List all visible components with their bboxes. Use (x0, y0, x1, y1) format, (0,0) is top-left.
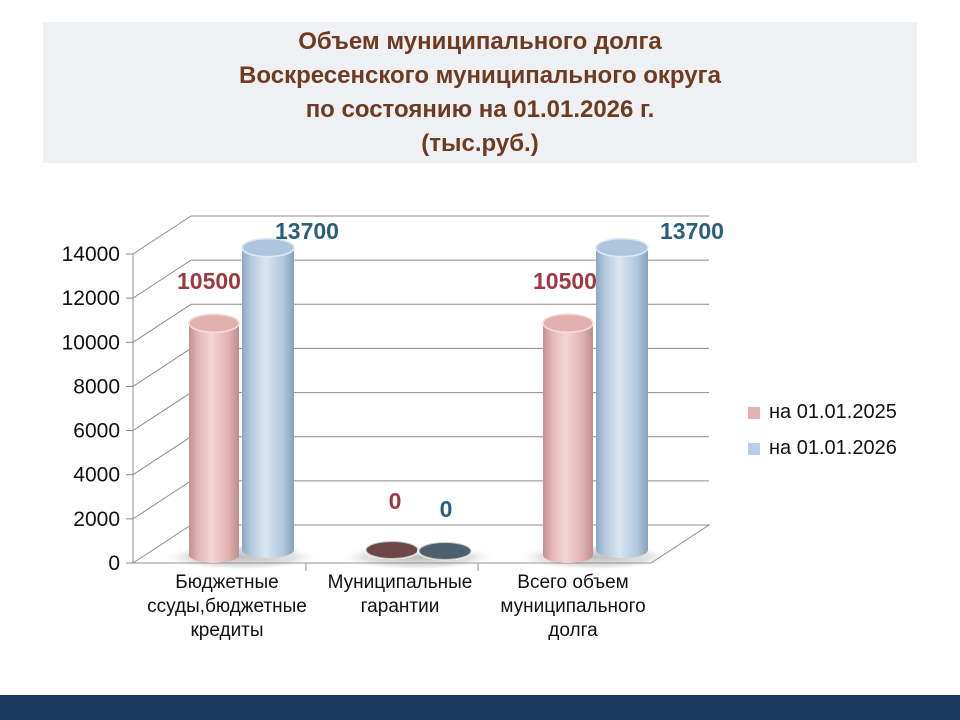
cylinder-shadow (517, 544, 673, 570)
zero-disc-2025 (365, 541, 419, 559)
legend-item-2025: на 01.01.2025 (748, 401, 897, 424)
y-axis-label: 12000 (62, 287, 120, 310)
cylinder-2025-top (188, 313, 240, 333)
chart-title-line2: Воскресенского муниципального округа (239, 61, 721, 89)
y-axis-label: 14000 (62, 243, 120, 266)
cylinder-shadow (163, 544, 319, 570)
y-axis-label: 6000 (73, 420, 120, 443)
value-label: 10500 (533, 268, 597, 294)
category-label: Бюджетные ссуды,бюджетные кредиты (147, 572, 307, 641)
value-label: 0 (389, 488, 402, 514)
legend-label-2026: на 01.01.2026 (769, 437, 897, 459)
cylinder-2025-top (542, 313, 594, 333)
gridline-diagonal (132, 215, 192, 255)
legend-item-2026: на 01.01.2026 (748, 437, 897, 460)
legend-swatch-2026 (748, 442, 760, 455)
cylinder-2025-body (543, 323, 593, 563)
value-label: 10500 (177, 268, 241, 294)
cylinder-2026-top (595, 237, 649, 258)
value-label: 0 (440, 496, 453, 522)
y-axis-label: 0 (108, 552, 120, 575)
y-axis-label: 4000 (73, 464, 120, 487)
chart-title-line3: по состоянию на 01.01.2026 г. (305, 95, 655, 123)
footer-bar (0, 695, 960, 720)
y-axis-label: 8000 (73, 375, 120, 398)
y-axis-label: 10000 (62, 331, 120, 354)
cylinder-2026-body (242, 247, 294, 558)
gridline-diagonal (132, 259, 192, 299)
legend-swatch-2025 (748, 406, 760, 419)
chart-title-line4: (тыс.руб.) (421, 129, 539, 157)
gridline-diagonal (132, 303, 192, 343)
title-band: Объем муниципального долга Воскресенског… (43, 22, 917, 163)
gridline-diagonal (132, 480, 192, 520)
legend: на 01.01.2025 на 01.01.2026 (748, 401, 897, 473)
gridline-diagonal (132, 348, 192, 387)
value-label: 13700 (275, 218, 339, 244)
gridline-diagonal (132, 392, 192, 431)
y-axis-label: 2000 (73, 508, 120, 531)
chart-title-line1: Объем муниципального долга (298, 27, 662, 55)
cylinder-2026-body (596, 247, 648, 558)
category-label: Всего объем муниципального долга (500, 572, 645, 641)
category-label: Муниципальные гарантии (328, 572, 473, 617)
cylinder-2025-body (189, 323, 239, 563)
zero-disc-2026 (418, 542, 472, 560)
gridline-diagonal (132, 436, 192, 476)
cylinder-2026-top (241, 237, 295, 258)
value-label: 13700 (660, 218, 724, 244)
legend-label-2025: на 01.01.2025 (769, 401, 897, 423)
